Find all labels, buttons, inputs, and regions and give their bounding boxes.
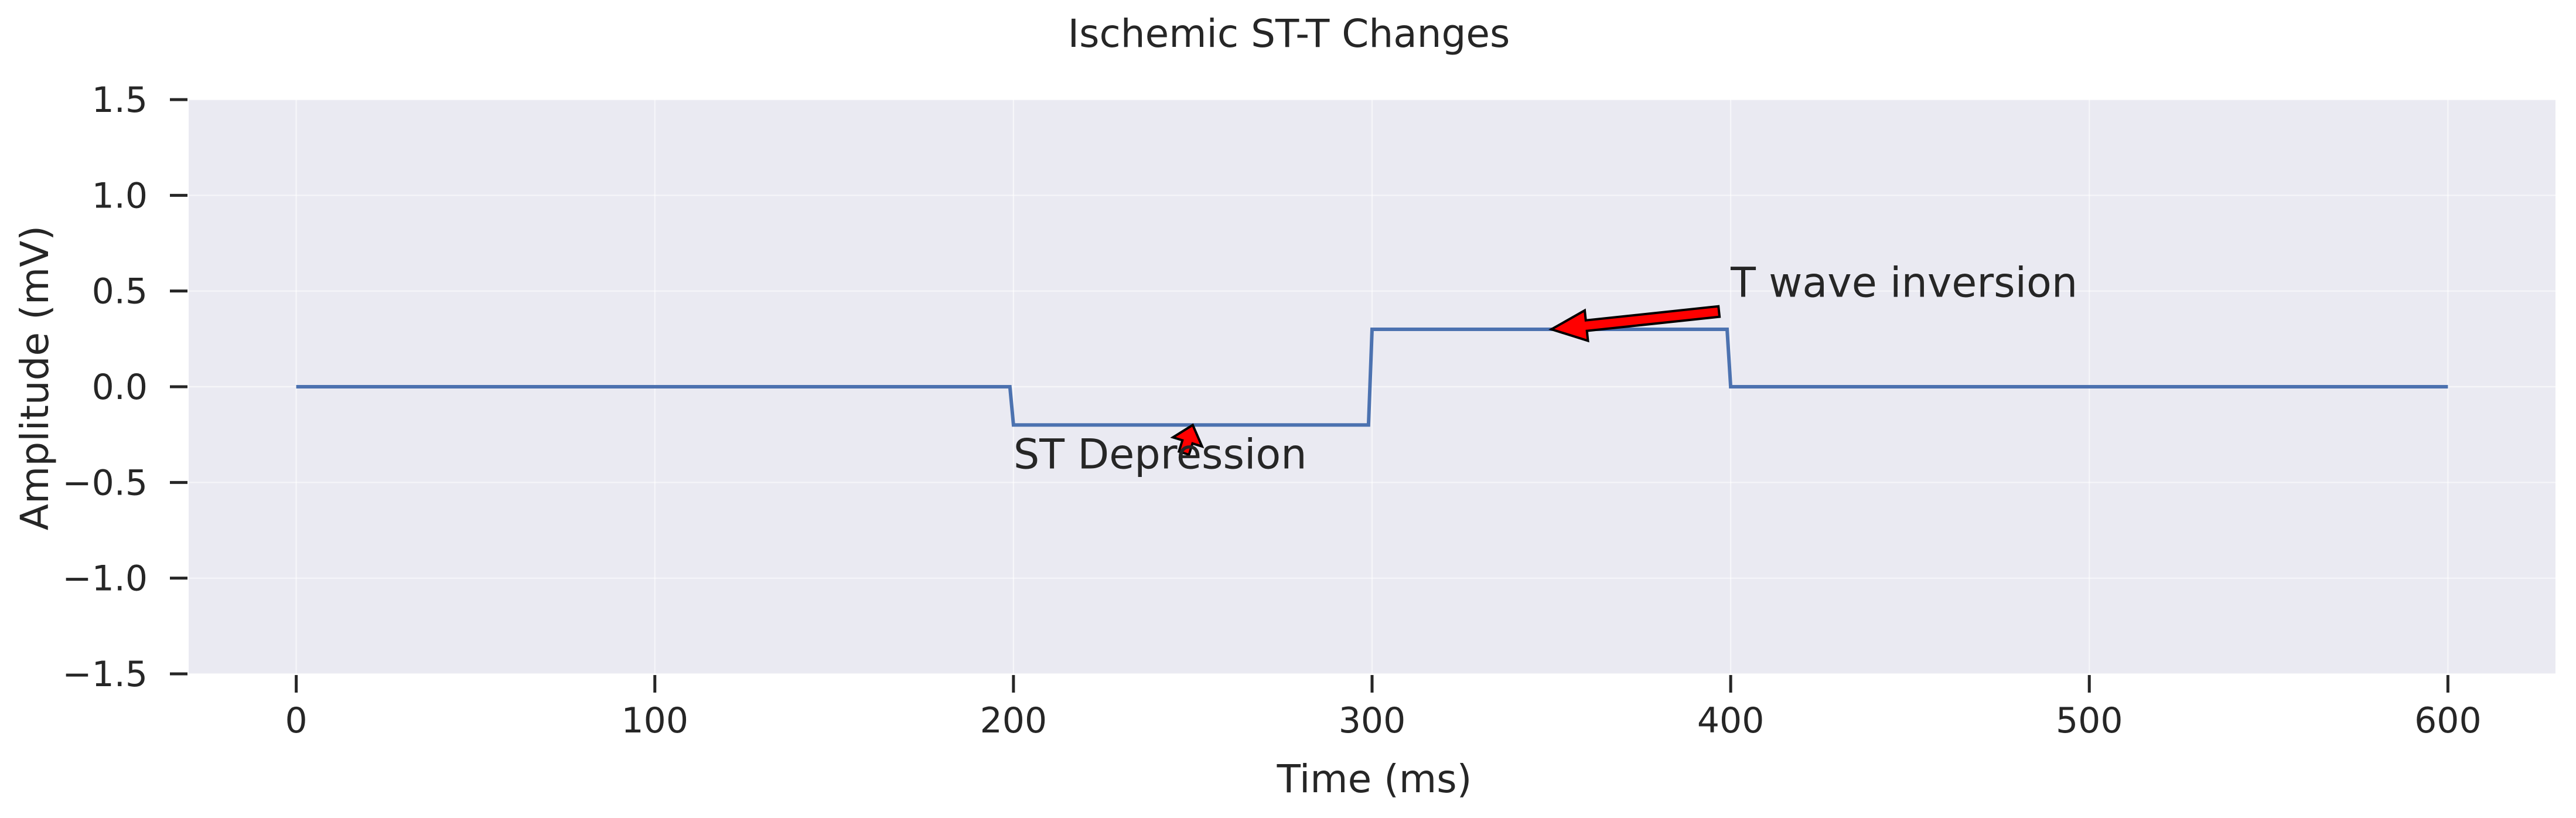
y-tick-label: −0.5	[62, 462, 148, 503]
x-tick-label: 100	[621, 700, 688, 741]
x-tick-label: 600	[2414, 700, 2482, 741]
y-tick-label: 1.5	[92, 80, 148, 121]
chart-title: Ischemic ST-T Changes	[1068, 11, 1510, 56]
y-tick-label: 1.0	[92, 175, 148, 216]
y-axis-label: Amplitude (mV)	[12, 226, 57, 530]
y-tick-label: 0.0	[92, 367, 148, 408]
x-tick-label: 200	[980, 700, 1048, 741]
x-tick-label: 0	[285, 700, 308, 741]
y-tick-label: −1.5	[62, 654, 148, 695]
x-axis-label: Time (ms)	[1277, 756, 1472, 802]
annotations: ST Depression T wave inversion	[1014, 259, 2077, 479]
annotation-t-wave-inversion: T wave inversion	[1730, 259, 2077, 307]
annotation-arrow	[1548, 305, 1721, 343]
x-tick-label: 300	[1339, 700, 1406, 741]
annotation-st-depression: ST Depression	[1014, 430, 1307, 478]
x-tick-label: 500	[2056, 700, 2123, 741]
y-tick-label: −1.0	[62, 558, 148, 599]
axis-ticks: 0 100 200 300 400 500 600 −1.5 −1.0 −0.5 0.0 0.5 1.0…	[62, 80, 2481, 741]
series-line	[296, 328, 2448, 427]
x-tick-label: 400	[1697, 700, 1765, 741]
annotation-arrow	[1170, 423, 1205, 456]
y-tick-label: 0.5	[92, 271, 148, 312]
